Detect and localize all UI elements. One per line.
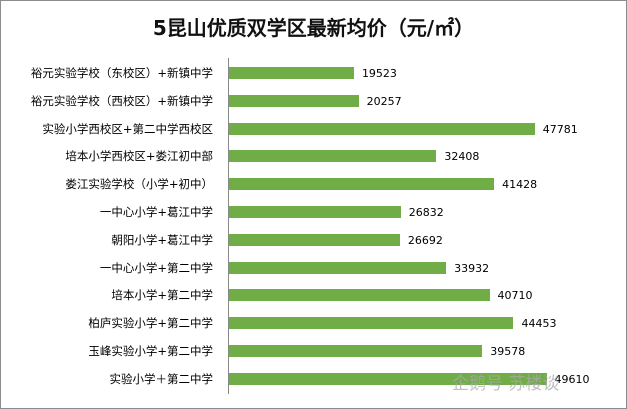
category-label: 朝阳小学+葛江中学 [111,232,213,247]
category-axis [228,58,229,394]
watermark: 企鹅号 苏楼谈 [452,374,560,394]
data-label: 32408 [444,150,480,164]
category-label: 实验小学＋第二中学 [109,371,214,386]
bar [229,94,359,107]
category-label: 一中心小学+第二中学 [99,260,213,275]
category-label: 裕元实验学校（东校区）+新镇中学 [30,66,213,80]
category-label: 玉峰实验小学+第二中学 [88,344,213,358]
bar [229,233,400,246]
data-label: 33932 [454,261,490,275]
data-label: 44453 [521,317,557,331]
category-label: 实验小学西校区+第二中学西校区 [42,121,213,136]
bar [229,178,495,191]
bar [229,67,354,79]
data-label: 26832 [408,206,444,219]
bar [229,317,514,330]
category-label: 一中心小学+葛江中学 [99,205,213,219]
category-label: 柏庐实验小学+第二中学 [88,316,213,331]
bar [229,206,401,218]
bar [229,345,483,357]
data-label: 40710 [497,289,533,303]
data-label: 26692 [407,233,443,247]
data-label: 49610 [554,372,590,386]
bar [229,122,535,135]
bar [229,372,547,385]
chart-title: 5昆山优质双学区最新均价（元/㎡） [152,16,475,40]
category-label: 裕元实验学校（西校区）+新镇中学 [30,93,213,108]
category-label: 娄江实验学校（小学+初中） [65,177,213,192]
data-label: 19523 [361,67,397,80]
bar [229,261,447,274]
bar [229,289,490,302]
data-label: 47781 [542,122,578,136]
category-label: 培本小学+第二中学 [111,288,213,303]
data-label: 20257 [366,94,402,108]
data-label: 39578 [490,345,526,358]
category-label: 培本小学西校区+娄江初中部 [65,149,213,164]
bar [229,150,437,163]
data-label: 41428 [502,178,538,192]
